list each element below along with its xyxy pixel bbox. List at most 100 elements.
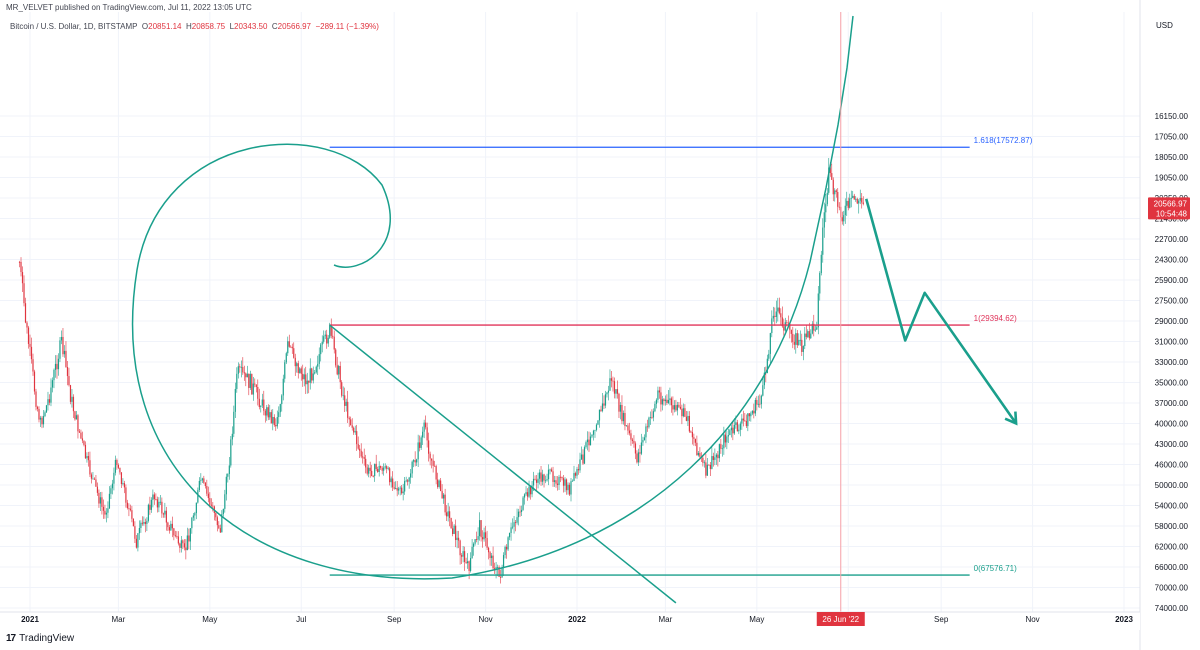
candle-body (465, 561, 467, 564)
candle-body (365, 458, 367, 468)
candle-body (558, 476, 560, 485)
candle-body (446, 512, 448, 517)
candle-body (793, 341, 795, 345)
candle-body (227, 473, 229, 477)
candle-body (675, 405, 677, 411)
candle-body (287, 341, 289, 354)
candle-body (832, 179, 834, 195)
candle-body (35, 391, 37, 407)
candle-body (48, 399, 51, 403)
candle-body (93, 478, 96, 480)
candle-body (681, 408, 683, 417)
candle-body (859, 197, 861, 201)
time-axis[interactable]: 2021MarMayJulSepNov2022MarMayJulSepNov20… (0, 611, 1140, 630)
candle-body (443, 494, 445, 499)
candle-body (570, 481, 572, 495)
candle-body (261, 399, 263, 406)
candle-body (251, 373, 253, 395)
candle-body (140, 522, 142, 529)
candle-body (236, 373, 238, 389)
price-tick-label: 70000.00 (1155, 584, 1189, 593)
price-tick-label: 66000.00 (1155, 563, 1189, 572)
candle-body (390, 478, 392, 483)
candle-body (78, 431, 81, 433)
price-tick-label: 50000.00 (1155, 481, 1189, 490)
candle-body (39, 417, 42, 420)
candle-body (414, 460, 416, 463)
candle-body (180, 540, 182, 548)
candle-body (207, 493, 209, 499)
candle-body (336, 365, 338, 375)
candle-body (53, 369, 55, 381)
time-tick-label: 2022 (568, 615, 586, 624)
candle-body (523, 494, 526, 498)
candle-body (753, 410, 755, 414)
candle-body (795, 333, 797, 345)
candle-body (841, 217, 843, 222)
candle-body (96, 486, 99, 493)
candle-body (468, 561, 470, 571)
price-axis[interactable]: USD 74000.00 70000.00 66000.00 62000.00 58000… (1139, 0, 1200, 650)
candle-body (60, 336, 63, 341)
candle-body (92, 478, 94, 480)
candle-body (667, 399, 670, 404)
candle-body (404, 481, 406, 492)
candle-body (351, 425, 353, 428)
candle-body (74, 411, 76, 420)
candle-body (804, 333, 806, 347)
candle-body (339, 365, 341, 383)
candle-body (417, 442, 419, 460)
candle-body (309, 368, 311, 383)
candle-body (411, 461, 413, 474)
candle-body (625, 425, 628, 427)
time-tick-label: Sep (387, 615, 402, 624)
candle-body (597, 420, 599, 425)
candle-body (615, 389, 617, 394)
candle-body (423, 422, 425, 432)
candle-body (131, 510, 133, 519)
candle-body (694, 438, 696, 443)
candle-body (561, 476, 563, 479)
candle-body (705, 462, 707, 476)
candle-body (672, 405, 674, 410)
price-tick-label: 24300.00 (1155, 256, 1189, 265)
candle-body (738, 429, 740, 432)
candle-body (231, 433, 233, 440)
candle-body (360, 450, 362, 457)
fib-level-label: 1(29394.62) (974, 314, 1017, 323)
candle-body (747, 413, 749, 427)
candle-body (249, 373, 251, 388)
candle-body (703, 462, 705, 464)
candle-body (399, 487, 401, 489)
price-tick-label: 29000.00 (1155, 317, 1189, 326)
candle-body (173, 528, 175, 536)
candle-body (852, 195, 854, 198)
candle-body (63, 350, 66, 355)
candle-body (807, 331, 809, 337)
candle-body (525, 492, 527, 495)
candle-body (709, 464, 711, 469)
candle-body (796, 333, 798, 346)
candle-body (47, 399, 49, 406)
candle-body (511, 526, 514, 528)
candle-body (519, 511, 521, 513)
candle-body (258, 398, 260, 408)
candle-body (567, 484, 569, 491)
candle-body (699, 452, 701, 457)
candle-body (682, 408, 685, 417)
candle-body (574, 473, 577, 476)
candle-body (83, 440, 85, 445)
candle-body (805, 333, 807, 337)
candle-body (458, 537, 460, 541)
price-tick-label: 40000.00 (1155, 420, 1189, 429)
candle-body (188, 535, 190, 542)
candle-body (192, 515, 194, 518)
candle-body (762, 385, 764, 396)
candle-body (594, 429, 596, 431)
tradingview-brand[interactable]: 17 TradingView (6, 633, 74, 644)
candle-body (562, 478, 565, 486)
candle-body (471, 546, 473, 559)
candle-body (790, 329, 792, 334)
candle-body (297, 363, 299, 373)
